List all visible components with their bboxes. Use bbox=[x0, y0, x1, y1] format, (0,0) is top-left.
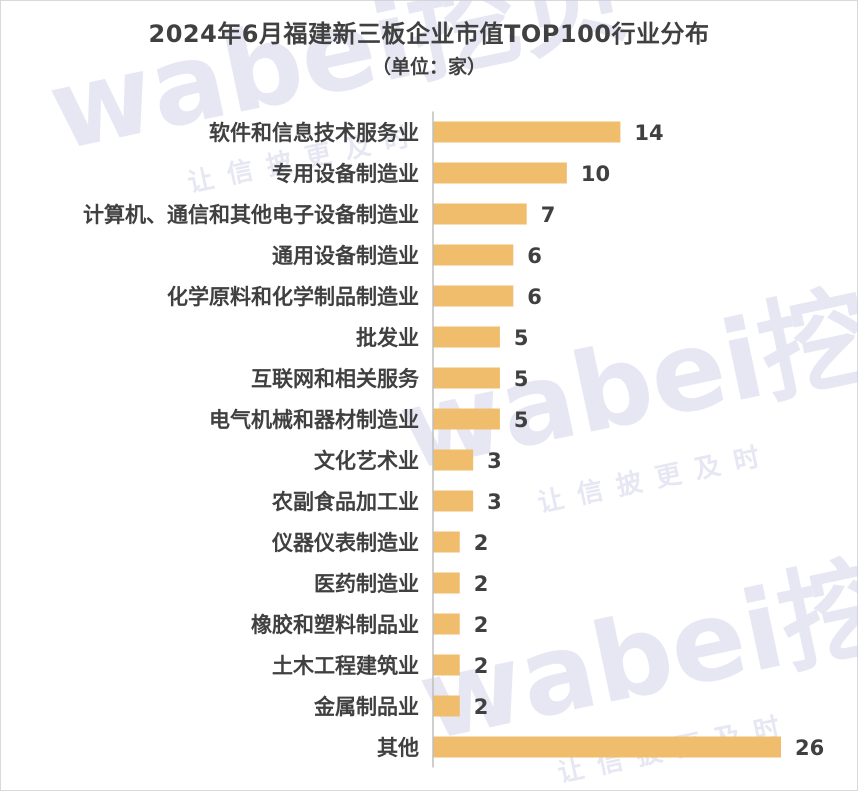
bar bbox=[433, 367, 500, 389]
bar bbox=[433, 244, 514, 266]
bar bbox=[433, 736, 781, 758]
bar bbox=[433, 695, 460, 717]
category-label: 通用设备制造业 bbox=[272, 244, 419, 268]
value-label: 2 bbox=[474, 572, 489, 596]
value-label: 6 bbox=[527, 244, 542, 268]
value-label: 2 bbox=[474, 654, 489, 678]
bar bbox=[433, 121, 621, 143]
category-label: 化学原料和化学制品制造业 bbox=[167, 285, 419, 309]
category-labels: 软件和信息技术服务业专用设备制造业计算机、通信和其他电子设备制造业通用设备制造业… bbox=[83, 121, 420, 760]
category-label: 医药制造业 bbox=[314, 572, 419, 596]
bar bbox=[433, 326, 500, 348]
category-label: 其他 bbox=[377, 736, 419, 760]
bar bbox=[433, 572, 460, 594]
value-label: 6 bbox=[527, 285, 542, 309]
value-label: 26 bbox=[795, 736, 824, 760]
bar bbox=[433, 654, 460, 676]
value-label: 3 bbox=[487, 449, 502, 473]
category-label: 文化艺术业 bbox=[314, 449, 419, 473]
category-label: 批发业 bbox=[356, 326, 419, 350]
bar bbox=[433, 162, 567, 184]
value-label: 2 bbox=[474, 531, 489, 555]
value-label: 3 bbox=[487, 490, 502, 514]
bar bbox=[433, 531, 460, 553]
category-label: 橡胶和塑料制品业 bbox=[251, 613, 419, 637]
category-label: 互联网和相关服务 bbox=[251, 367, 420, 391]
category-label: 仪器仪表制造业 bbox=[271, 531, 419, 555]
value-label: 5 bbox=[514, 367, 529, 391]
category-label: 专用设备制造业 bbox=[272, 162, 419, 186]
bars-layer bbox=[433, 121, 781, 758]
value-label: 2 bbox=[474, 695, 489, 719]
category-label: 软件和信息技术服务业 bbox=[209, 121, 419, 145]
bar bbox=[433, 490, 474, 512]
value-label: 2 bbox=[474, 613, 489, 637]
category-label: 土木工程建筑业 bbox=[272, 654, 419, 678]
category-label: 计算机、通信和其他电子设备制造业 bbox=[83, 203, 419, 227]
bar bbox=[433, 285, 514, 307]
value-label: 10 bbox=[581, 162, 610, 186]
bar bbox=[433, 449, 474, 471]
category-label: 金属制品业 bbox=[313, 695, 419, 719]
value-label: 5 bbox=[514, 408, 529, 432]
category-label: 电气机械和器材制造业 bbox=[209, 408, 419, 432]
bar bbox=[433, 203, 527, 225]
value-label: 5 bbox=[514, 326, 529, 350]
bar bbox=[433, 613, 460, 635]
value-label: 14 bbox=[634, 121, 663, 145]
chart-title: 2024年6月福建新三板企业市值TOP100行业分布 bbox=[148, 20, 710, 48]
value-label: 7 bbox=[541, 203, 556, 227]
category-label: 农副食品加工业 bbox=[271, 490, 419, 514]
bar bbox=[433, 408, 500, 430]
chart-subtitle: （单位：家） bbox=[371, 56, 486, 78]
